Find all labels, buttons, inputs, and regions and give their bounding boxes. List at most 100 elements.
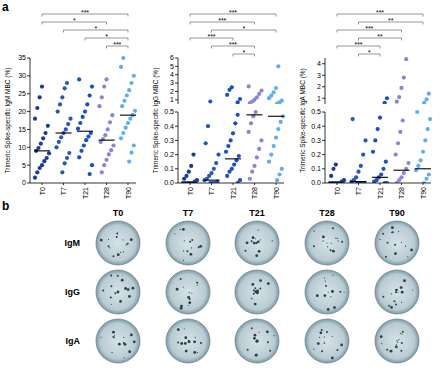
point: [272, 144, 276, 148]
point: [397, 95, 401, 99]
spot: [199, 245, 202, 248]
point: [128, 117, 132, 121]
median: [351, 181, 367, 182]
y-tick-label: 0.0: [164, 179, 174, 186]
point: [82, 143, 86, 147]
y-tick-label: 25: [18, 90, 26, 97]
significance: *: [73, 17, 76, 24]
significance: ***: [229, 9, 237, 16]
point: [104, 77, 108, 81]
x-tick-label: T90: [125, 187, 132, 199]
point: [129, 151, 133, 155]
point: [236, 113, 240, 117]
point: [102, 163, 106, 167]
point: [127, 159, 131, 163]
spot: [322, 236, 325, 239]
spot: [253, 289, 255, 291]
spot: [254, 334, 257, 337]
spot: [116, 233, 118, 235]
spot: [128, 295, 131, 298]
spot: [316, 294, 319, 297]
spot: [256, 340, 259, 343]
spot: [401, 342, 403, 344]
spot: [113, 336, 115, 338]
spot: [321, 329, 323, 331]
point: [254, 110, 258, 114]
point: [398, 130, 402, 134]
y-tick: [27, 183, 30, 184]
y-tick-label: 3: [170, 79, 174, 86]
point: [277, 172, 281, 176]
spot: [184, 240, 185, 241]
spot: [332, 250, 335, 253]
spot: [331, 356, 334, 359]
spot: [112, 331, 115, 334]
point: [225, 93, 229, 97]
spot: [336, 349, 338, 351]
spot: [253, 293, 255, 295]
point: [90, 163, 94, 167]
point: [238, 97, 242, 101]
x-tick-label: T0: [39, 187, 46, 195]
spot: [174, 233, 175, 234]
point: [43, 131, 47, 135]
point: [379, 172, 383, 176]
y-tick-label: 0.0: [311, 179, 321, 186]
y-tick: [322, 63, 325, 64]
median: [204, 180, 220, 181]
y-tick: [27, 93, 30, 94]
significance: ***: [207, 33, 215, 40]
point: [106, 127, 110, 131]
spot: [272, 240, 273, 241]
point: [76, 127, 80, 131]
scatter-chart: 1234560.00.10.20.30.40.5T0T7T21T28T90Tri…: [152, 9, 285, 200]
point: [132, 74, 136, 78]
y-tick-label: 0.4: [164, 123, 174, 130]
significance: ***: [376, 9, 384, 16]
spot: [254, 290, 257, 293]
point: [103, 133, 107, 137]
x-tick: [233, 183, 234, 185]
y-tick-label: 4: [170, 71, 174, 78]
point: [56, 109, 60, 113]
well: [375, 319, 419, 363]
point: [209, 171, 213, 175]
spot: [388, 305, 390, 307]
column-header: T90: [389, 208, 405, 218]
significance: ***: [218, 17, 226, 24]
y-tick: [175, 66, 178, 67]
spot: [331, 243, 332, 244]
point: [342, 178, 346, 182]
y-tick-label: 30: [18, 72, 26, 79]
spot: [327, 308, 330, 311]
point: [226, 144, 230, 148]
median: [268, 116, 284, 117]
y-tick: [175, 74, 178, 75]
spot: [191, 239, 193, 241]
point: [59, 135, 63, 139]
x-tick-label: T7: [355, 187, 362, 195]
significance: *: [368, 49, 371, 56]
point: [104, 158, 108, 162]
spot: [254, 303, 257, 306]
spot: [255, 238, 256, 239]
point: [127, 88, 131, 92]
point: [259, 138, 263, 142]
spot: [324, 336, 325, 337]
spot: [251, 240, 253, 242]
median: [394, 170, 410, 171]
column-header: T28: [319, 208, 335, 218]
spot: [332, 227, 334, 229]
point: [427, 172, 431, 176]
point: [126, 121, 130, 125]
spot: [255, 254, 258, 257]
spot: [120, 252, 121, 253]
well: [235, 319, 279, 363]
spot: [124, 357, 125, 358]
point: [33, 117, 37, 121]
spot: [330, 249, 332, 251]
spot: [252, 236, 255, 239]
spot: [197, 285, 198, 286]
point: [129, 81, 133, 85]
point: [416, 164, 420, 168]
